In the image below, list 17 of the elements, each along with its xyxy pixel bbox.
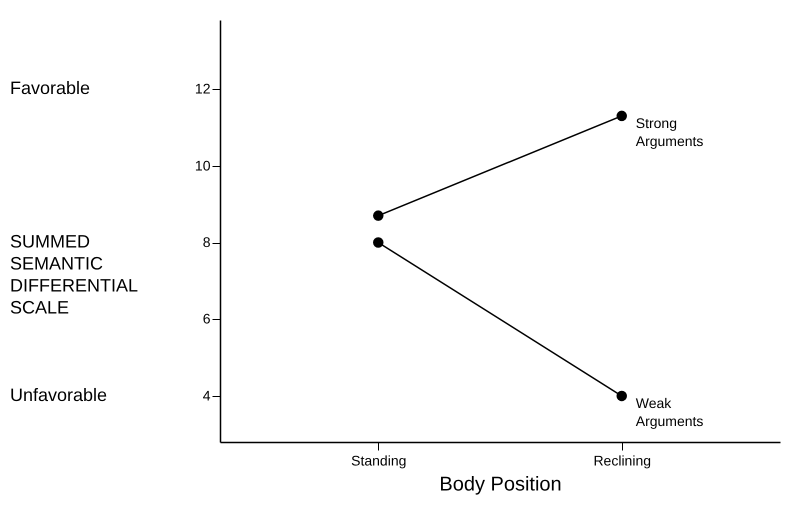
y-tick-label: 12 [194, 80, 211, 97]
text: Unfavorable [10, 384, 108, 405]
point [373, 210, 384, 221]
y-tick-label: 10 [194, 157, 211, 174]
x-tick-label: Standing [351, 452, 406, 468]
y-axis-title: SUMMED SEMANTIC DIFFERENTIAL SCALE [10, 232, 138, 318]
x-tick-label: Reclining [593, 452, 652, 468]
y-tick-label: 4 [202, 387, 211, 404]
point [616, 110, 627, 122]
series-label: Weak Arguments [636, 394, 704, 429]
x-axis-title: Body Position [439, 474, 562, 496]
series-label: Strong Arguments [636, 114, 704, 149]
point [616, 390, 627, 402]
y-tick-label: 6 [202, 310, 211, 327]
y-tick-label: 8 [202, 234, 211, 250]
text: Favorable [10, 78, 90, 98]
point [373, 237, 384, 248]
